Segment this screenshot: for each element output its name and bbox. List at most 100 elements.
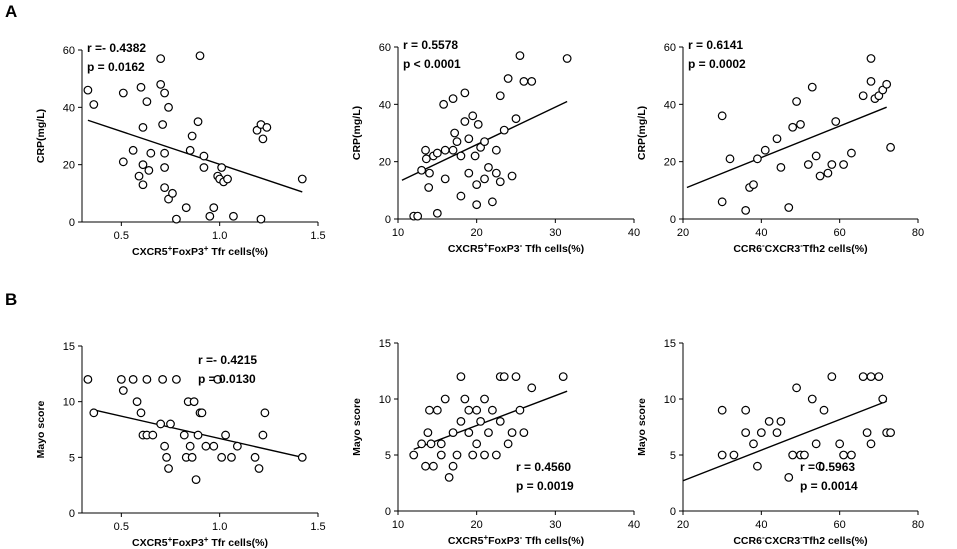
data-point <box>185 145 195 155</box>
data-point <box>811 151 821 161</box>
r-value-label: r =- 0.4382 <box>87 41 146 55</box>
data-point <box>158 120 168 129</box>
data-point <box>448 461 458 471</box>
regression-line <box>686 106 887 189</box>
data-point <box>803 160 813 169</box>
data-point <box>156 54 166 63</box>
data-point <box>886 142 895 152</box>
data-point <box>811 439 821 449</box>
data-point <box>409 450 419 460</box>
x-axis-label: CCR6-CXCR3-Tfh2 cells(%) <box>733 533 867 548</box>
data-point <box>792 97 801 106</box>
x-tick-label: 1.0 <box>212 521 227 533</box>
data-point <box>491 168 501 178</box>
data-point <box>717 450 727 460</box>
data-point <box>89 100 99 109</box>
x-tick-label: 1.0 <box>212 230 227 242</box>
data-point <box>480 450 489 460</box>
data-point <box>827 372 837 382</box>
data-point <box>519 76 529 86</box>
scatter-plot-1: 0 20 40 60 0.5 1.0 1.5 CXCR5+FoxP3+ Tfr cells(%… <box>35 41 326 258</box>
y-tick-label: 20 <box>379 157 391 169</box>
x-axis-label: CXCR5+FoxP3+ Tfr cells(%) <box>132 535 268 549</box>
data-point <box>772 134 782 144</box>
data-point <box>450 128 460 138</box>
x-tick-label: 80 <box>912 227 924 239</box>
r-value-label: r = 0.4560 <box>516 460 571 474</box>
data-point <box>839 450 848 460</box>
p-value-label: p < 0.0001 <box>403 57 461 71</box>
y-tick-label: 10 <box>379 394 391 406</box>
data-point <box>527 76 537 86</box>
y-tick-label: 5 <box>385 450 391 462</box>
data-point <box>187 452 197 462</box>
x-tick-label: 10 <box>392 227 404 239</box>
data-point <box>201 441 211 451</box>
p-value-label: p = 0.0162 <box>87 60 145 74</box>
y-tick-label: 20 <box>63 160 75 172</box>
data-point <box>138 122 148 132</box>
y-tick-label: 15 <box>379 338 391 350</box>
data-point <box>558 372 568 382</box>
data-point <box>160 148 170 158</box>
data-point <box>199 163 209 172</box>
data-point <box>784 473 794 482</box>
y-tick-label: 0 <box>670 506 676 518</box>
data-point <box>511 114 521 124</box>
data-point <box>223 174 232 184</box>
data-point <box>464 428 474 438</box>
data-point <box>160 441 170 451</box>
data-point <box>423 428 433 438</box>
x-tick-label: 0.5 <box>114 230 129 242</box>
data-point <box>128 375 138 384</box>
data-point <box>142 97 152 106</box>
scatter-plot-4: 0 5 10 15 0.5 1.0 1.5 CXCR5+FoxP3+ Tfr cells(%)… <box>35 341 326 549</box>
scatter-plot-5: 0 5 10 15 10 20 30 40 CXCR5+FoxP3- Tfh cells(%) M… <box>351 338 640 547</box>
data-point <box>424 183 434 192</box>
x-tick-label: 30 <box>549 519 561 531</box>
data-point <box>760 145 770 155</box>
data-point <box>209 203 219 213</box>
data-point <box>753 461 762 471</box>
x-axis-label: CXCR5+FoxP3- Tfh cells(%) <box>448 533 584 548</box>
data-point <box>421 154 431 164</box>
data-point <box>472 439 482 449</box>
data-point <box>800 450 809 460</box>
y-tick-label: 15 <box>664 338 676 350</box>
x-tick-label: 40 <box>755 227 767 239</box>
data-point <box>866 54 876 63</box>
data-point <box>717 405 727 415</box>
y-axis-label: CRP(mg/L) <box>636 106 648 160</box>
data-point <box>488 405 497 415</box>
x-tick-label: 80 <box>912 519 924 531</box>
data-point <box>258 134 268 144</box>
data-point <box>503 439 513 449</box>
data-point <box>452 450 462 460</box>
y-axis-label: Mayo score <box>636 398 648 456</box>
data-point <box>847 450 856 460</box>
data-point <box>456 151 466 161</box>
data-point <box>472 180 482 190</box>
data-point <box>221 430 230 440</box>
scatter-plot-6: 0 5 10 15 20 40 60 80 CCR6-CXCR3-Tfh2 cells(%) Ma… <box>636 338 924 547</box>
data-point <box>741 205 751 215</box>
data-point <box>83 375 93 384</box>
r-value-label: r =- 0.4215 <box>198 353 257 367</box>
data-point <box>499 125 509 135</box>
y-tick-label: 5 <box>670 450 676 462</box>
data-point <box>138 160 148 170</box>
data-point <box>83 85 93 95</box>
data-point <box>197 408 207 418</box>
data-point <box>118 88 128 98</box>
data-point <box>515 405 525 415</box>
data-point <box>468 450 478 460</box>
y-tick-label: 20 <box>664 157 676 169</box>
data-point <box>232 441 242 451</box>
data-point <box>425 405 434 415</box>
regression-line <box>413 390 568 451</box>
data-point <box>839 160 848 169</box>
data-point <box>229 211 238 221</box>
data-point <box>495 91 505 101</box>
regression-line <box>682 400 887 482</box>
